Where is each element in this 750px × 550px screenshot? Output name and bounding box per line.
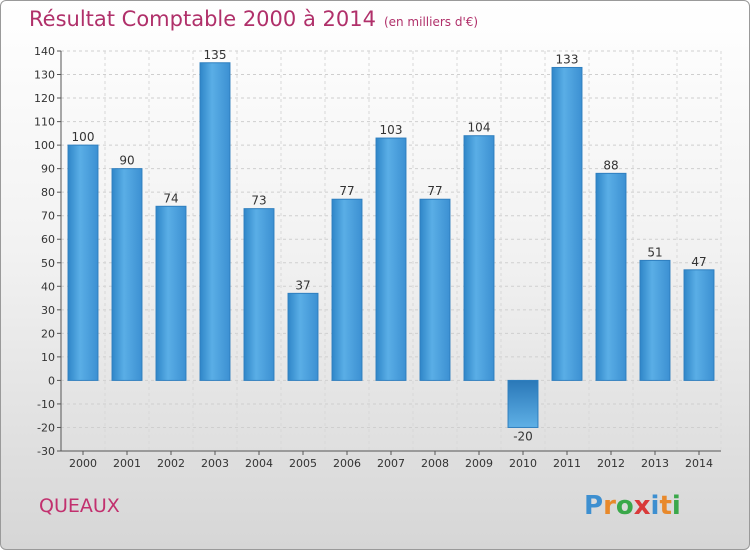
data-label-2004: 73: [251, 194, 266, 208]
x-tick-label-2007: 2007: [377, 457, 405, 470]
bar-2010[interactable]: [507, 379, 539, 428]
x-tick-label-2006: 2006: [333, 457, 361, 470]
data-label-2013: 51: [647, 245, 662, 259]
y-tick-label: 110: [34, 116, 55, 129]
bar-2004[interactable]: [243, 208, 275, 381]
data-label-2007: 103: [380, 123, 403, 137]
x-tick-label-2009: 2009: [465, 457, 493, 470]
chart-subtitle: (en milliers d'€): [383, 15, 479, 29]
bar-2012[interactable]: [595, 172, 627, 381]
bar-2014[interactable]: [683, 269, 715, 381]
data-label-2001: 90: [119, 154, 134, 168]
y-tick-label: 90: [41, 163, 55, 176]
y-tick-label: 40: [41, 280, 55, 293]
data-label-2008: 77: [427, 184, 442, 198]
bar-2001[interactable]: [111, 168, 143, 381]
y-tick-label: 140: [34, 45, 55, 58]
chart-title-text: Résultat Comptable 2000 à 2014: [29, 7, 376, 31]
data-label-2000: 100: [72, 130, 95, 144]
bar-2007[interactable]: [375, 137, 407, 381]
commune-name: QUEAUX: [39, 495, 120, 517]
x-tick-label-2011: 2011: [553, 457, 581, 470]
bar-2006[interactable]: [331, 198, 363, 381]
y-tick-label: -10: [37, 398, 55, 411]
logo-letter: t: [659, 491, 672, 521]
x-tick-label-2000: 2000: [69, 457, 97, 470]
data-label-2006: 77: [339, 184, 354, 198]
y-tick-label: 50: [41, 257, 55, 270]
x-tick-label-2014: 2014: [685, 457, 713, 470]
y-tick-label: 120: [34, 92, 55, 105]
x-tick-label-2004: 2004: [245, 457, 273, 470]
bar-2000[interactable]: [67, 144, 99, 381]
y-tick-label: 30: [41, 304, 55, 317]
x-tick-label-2003: 2003: [201, 457, 229, 470]
y-tick-label: 20: [41, 327, 55, 340]
y-tick-label: 0: [48, 374, 55, 387]
bar-2002[interactable]: [155, 205, 187, 381]
axis-layer: -30 -20 -10 0 10 20 30 40 50 60 70 80 90 100 110 120 130…: [34, 45, 721, 470]
data-label-2002: 74: [163, 191, 178, 205]
bar-2003[interactable]: [199, 62, 231, 381]
logo-letter: o: [615, 491, 634, 521]
bar-layer: [67, 62, 715, 428]
y-tick-label: 60: [41, 233, 55, 246]
logo-letter: x: [633, 491, 651, 521]
logo-letter: i: [671, 491, 681, 521]
data-label-2012: 88: [603, 158, 618, 172]
logo-letter: i: [650, 491, 660, 521]
x-tick-label-2008: 2008: [421, 457, 449, 470]
y-tick-label: 10: [41, 351, 55, 364]
bar-2011[interactable]: [551, 66, 583, 381]
data-label-2010: -20: [513, 429, 533, 443]
bar-2005[interactable]: [287, 292, 319, 381]
y-tick-label: 130: [34, 69, 55, 82]
y-tick-label: 80: [41, 186, 55, 199]
x-tick-label-2005: 2005: [289, 457, 317, 470]
y-tick-label: 70: [41, 210, 55, 223]
x-tick-label-2012: 2012: [597, 457, 625, 470]
proxiti-logo[interactable]: Proxiti: [584, 491, 681, 521]
data-label-2005: 37: [295, 278, 310, 292]
data-label-2014: 47: [691, 255, 706, 269]
y-tick-label: 100: [34, 139, 55, 152]
data-label-2009: 104: [468, 121, 491, 135]
label-layer: 100 90 74 135 73 37 77 103 77 104 -20 133 88 51 47: [72, 48, 707, 444]
bar-2009[interactable]: [463, 135, 495, 381]
bar-2013[interactable]: [639, 259, 671, 381]
chart-title: Résultat Comptable 2000 à 2014 (en millie…: [29, 7, 478, 31]
x-tick-label-2010: 2010: [509, 457, 537, 470]
logo-letter: P: [584, 491, 604, 521]
logo-letter: r: [603, 491, 616, 521]
y-tick-label: -30: [37, 445, 55, 458]
x-tick-label-2002: 2002: [157, 457, 185, 470]
data-label-2003: 135: [204, 48, 227, 62]
x-tick-label-2013: 2013: [641, 457, 669, 470]
data-label-2011: 133: [556, 52, 579, 66]
y-tick-label: -20: [37, 421, 55, 434]
bar-2008[interactable]: [419, 198, 451, 381]
x-tick-label-2001: 2001: [113, 457, 141, 470]
